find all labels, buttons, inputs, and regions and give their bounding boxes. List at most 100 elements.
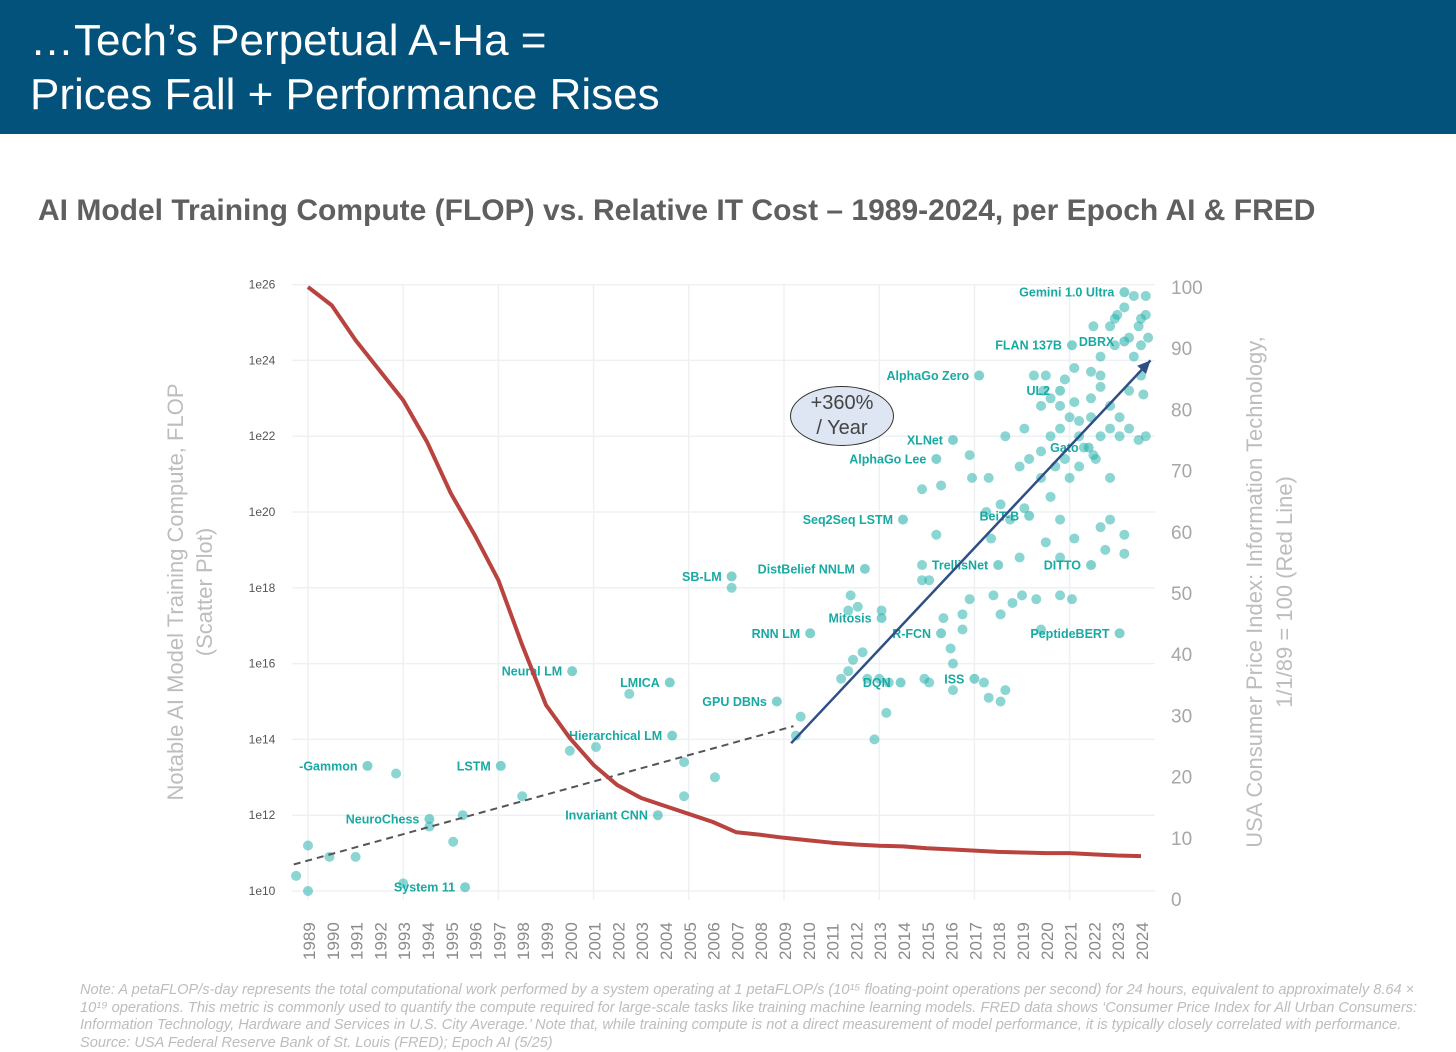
labeled-data-point: [947, 434, 958, 445]
x-tick-label: 2018: [990, 922, 1009, 960]
data-point: [1128, 290, 1139, 301]
data-point: [1109, 340, 1120, 351]
x-tick-label: 2002: [609, 922, 628, 960]
data-point: [517, 791, 528, 802]
x-tick-label: 2000: [562, 922, 581, 960]
model-label: PeptideBERT: [1030, 627, 1110, 641]
labeled-data-point: [1055, 385, 1066, 396]
y-tick-label: 1e10: [249, 884, 276, 898]
labeled-data-point: [859, 563, 870, 574]
model-label: Gemini 1.0 Ultra: [1019, 286, 1115, 300]
data-point: [1133, 321, 1144, 332]
data-point: [967, 472, 978, 483]
data-point: [1045, 393, 1056, 404]
y-axis-label: Notable AI Model Training Compute, FLOP: [163, 384, 188, 801]
x-tick-label: 1995: [443, 922, 462, 960]
labeled-data-point: [1083, 442, 1094, 453]
growth-rate-unit: / Year: [816, 417, 868, 439]
data-point: [1086, 366, 1097, 377]
data-point: [1105, 400, 1116, 411]
data-point: [1105, 321, 1116, 332]
data-point: [1095, 370, 1106, 381]
x-tick-label: 2017: [966, 922, 985, 960]
model-label: Invariant CNN: [565, 809, 648, 823]
data-point: [1069, 533, 1080, 544]
data-point: [1000, 685, 1011, 696]
data-point: [398, 878, 409, 889]
x-tick-label: 1991: [348, 922, 367, 960]
data-point: [1088, 321, 1099, 332]
y-axis-sublabel: (Scatter Plot): [192, 528, 217, 656]
data-point: [726, 582, 737, 593]
model-label: System 11: [394, 881, 455, 895]
model-label: UL2: [1026, 384, 1050, 398]
x-tick-label: 2023: [1109, 922, 1128, 960]
data-point: [1040, 370, 1051, 381]
data-point: [957, 624, 968, 635]
data-point: [679, 757, 690, 768]
labeled-data-point: [1024, 510, 1035, 521]
x-tick-label: 1993: [395, 922, 414, 960]
data-point: [790, 730, 801, 741]
model-label: ISS: [944, 672, 964, 686]
data-point: [983, 472, 994, 483]
y-tick-label: 1e18: [249, 581, 276, 595]
data-point: [883, 677, 894, 688]
data-point: [1014, 552, 1025, 563]
grid: [292, 283, 1155, 900]
data-point: [1119, 548, 1130, 559]
axis-ticks: 1e10 1e12 1e14 1e16 1e18 1e20 1e22 1e24 1e26 0 10 2…: [249, 278, 1203, 960]
data-point: [1105, 514, 1116, 525]
data-point: [1124, 385, 1135, 396]
data-point: [1140, 290, 1151, 301]
data-point: [624, 688, 635, 699]
data-point: [983, 692, 994, 703]
y2-tick-label: 10: [1171, 829, 1192, 850]
labeled-data-point: [726, 571, 737, 582]
data-point: [1059, 453, 1070, 464]
data-point: [874, 673, 885, 684]
chart-title: AI Model Training Compute (FLOP) vs. Rel…: [38, 194, 1316, 227]
data-point: [1112, 309, 1123, 320]
labeled-data-point: [771, 696, 782, 707]
cpi-line: [306, 285, 1142, 859]
data-point: [843, 605, 854, 616]
model-label: TrellisNet: [932, 559, 989, 573]
data-point: [1128, 351, 1139, 362]
y2-tick-label: 60: [1171, 523, 1192, 544]
model-label: SB-LM: [682, 570, 722, 584]
labeled-data-point: [652, 810, 663, 821]
data-point: [852, 601, 863, 612]
footnote: Note: A petaFLOP/s-day represents the to…: [80, 982, 1418, 1051]
data-point: [862, 673, 873, 684]
growth-rate-label: +360%: [810, 392, 874, 414]
y-tick-label: 1e24: [249, 353, 276, 367]
data-point: [391, 768, 402, 779]
data-point: [1064, 472, 1075, 483]
x-tick-label: 2022: [1085, 922, 1104, 960]
arrowhead-icon: [1137, 360, 1151, 374]
x-tick-label: 2024: [1133, 922, 1152, 960]
x-tick-label: 2019: [1014, 922, 1033, 960]
data-point: [964, 594, 975, 605]
data-point: [1143, 332, 1154, 343]
y2-tick-label: 70: [1171, 462, 1192, 483]
data-point: [1036, 400, 1047, 411]
x-tick-label: 1997: [490, 922, 509, 960]
x-tick-label: 2021: [1062, 922, 1081, 960]
labeled-data-point: [876, 613, 887, 624]
x-tick-label: 2001: [586, 922, 605, 960]
x-tick-label: 1990: [324, 922, 343, 960]
model-label: AlphaGo Zero: [887, 369, 970, 383]
x-tick-label: 2008: [752, 922, 771, 960]
x-tick-label: 1989: [300, 922, 319, 960]
data-point: [924, 677, 935, 688]
data-point: [1088, 450, 1099, 461]
data-point: [1100, 544, 1111, 555]
labeled-data-point: [936, 628, 947, 639]
data-point: [938, 613, 949, 624]
x-tick-label: 2007: [728, 922, 747, 960]
x-tick-label: 1998: [514, 922, 533, 960]
data-point: [1055, 400, 1066, 411]
